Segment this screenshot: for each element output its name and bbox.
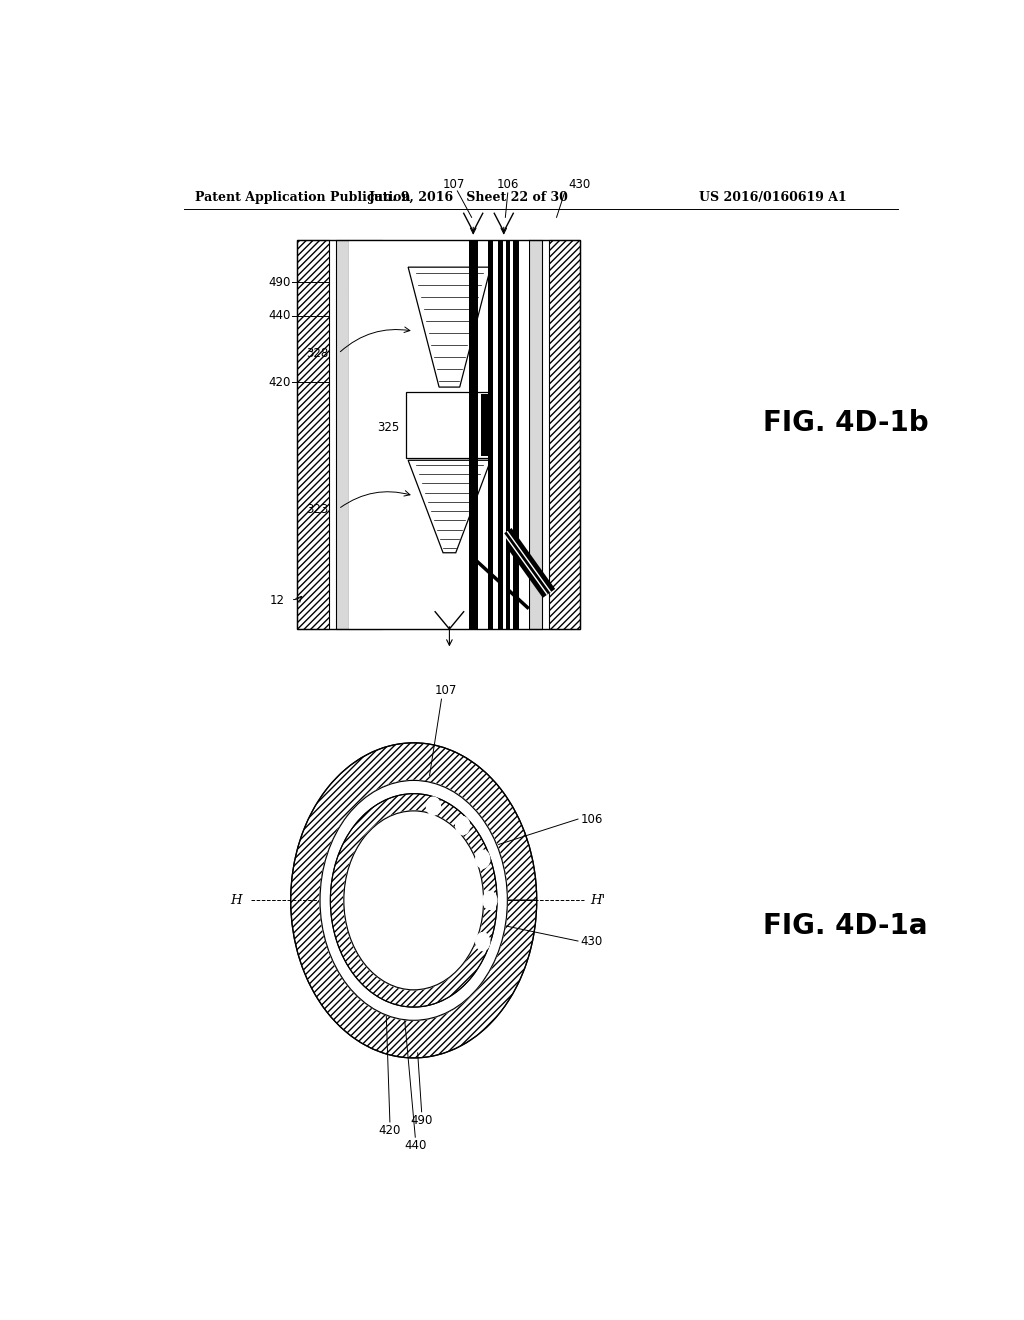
- Bar: [297, 240, 329, 630]
- Bar: [350, 240, 382, 630]
- Text: 420: 420: [268, 375, 291, 388]
- Text: 328: 328: [306, 347, 328, 360]
- Bar: [494, 240, 513, 630]
- Text: Jun. 9, 2016   Sheet 22 of 30: Jun. 9, 2016 Sheet 22 of 30: [370, 190, 569, 203]
- Text: 490: 490: [268, 276, 291, 289]
- Bar: [503, 240, 506, 630]
- Text: US 2016/0160619 A1: US 2016/0160619 A1: [699, 190, 847, 203]
- Circle shape: [456, 817, 470, 834]
- Bar: [336, 240, 348, 630]
- Bar: [498, 240, 510, 630]
- Text: FIG. 4D-1a: FIG. 4D-1a: [763, 912, 928, 940]
- Text: 440: 440: [404, 1139, 426, 1152]
- Bar: [406, 392, 494, 458]
- Bar: [348, 240, 528, 630]
- Bar: [481, 395, 489, 457]
- Text: 440: 440: [268, 309, 291, 322]
- Text: H: H: [230, 894, 242, 907]
- Bar: [297, 240, 581, 630]
- Text: FIG. 4D-1b: FIG. 4D-1b: [763, 409, 929, 437]
- Circle shape: [475, 932, 489, 950]
- Text: H': H': [591, 894, 606, 907]
- Polygon shape: [331, 793, 497, 1007]
- Circle shape: [321, 780, 507, 1020]
- Text: 325: 325: [377, 421, 399, 434]
- Bar: [549, 240, 581, 630]
- Polygon shape: [291, 743, 537, 1057]
- Text: 106: 106: [581, 813, 603, 825]
- Text: 430: 430: [568, 178, 591, 191]
- Circle shape: [426, 797, 440, 816]
- Bar: [488, 240, 519, 630]
- Bar: [469, 240, 478, 630]
- Bar: [528, 240, 543, 630]
- Text: 490: 490: [411, 1114, 433, 1127]
- Text: 430: 430: [581, 935, 602, 948]
- Text: 420: 420: [379, 1125, 401, 1137]
- Circle shape: [344, 810, 483, 990]
- Text: 106: 106: [497, 178, 519, 191]
- Text: 323: 323: [306, 503, 328, 516]
- Text: 107: 107: [442, 178, 465, 191]
- Text: 107: 107: [434, 684, 457, 697]
- Circle shape: [482, 891, 497, 909]
- Text: 12: 12: [270, 594, 285, 607]
- Circle shape: [475, 850, 489, 869]
- Text: Patent Application Publication: Patent Application Publication: [196, 190, 411, 203]
